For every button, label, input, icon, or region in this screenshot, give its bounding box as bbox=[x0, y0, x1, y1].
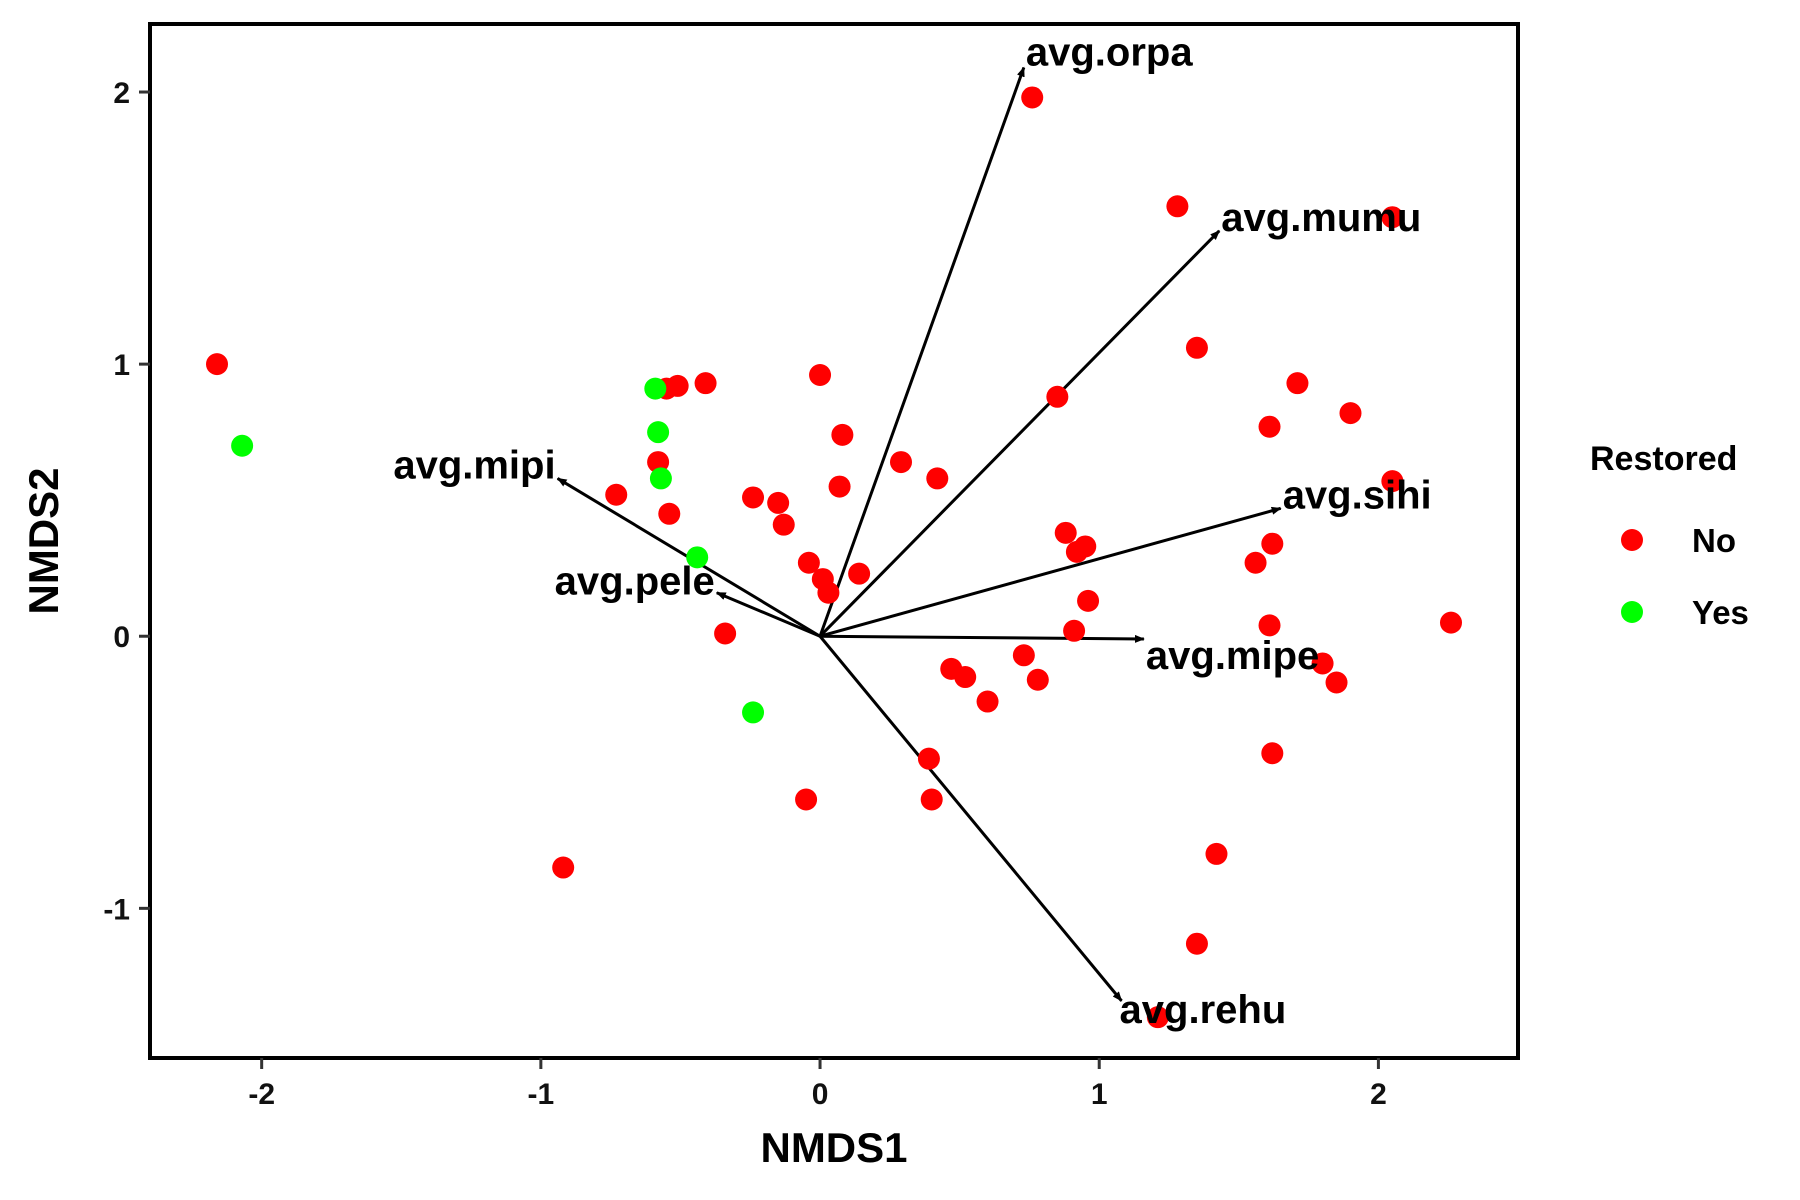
data-point-yes bbox=[644, 377, 667, 400]
data-point-no bbox=[1054, 521, 1077, 544]
data-point-no bbox=[1339, 402, 1362, 425]
x-tick-label: -2 bbox=[248, 1078, 275, 1111]
data-point-no bbox=[1381, 470, 1404, 493]
x-axis: -2 -1 0 1 2 bbox=[248, 1058, 1387, 1111]
data-point-yes bbox=[686, 546, 709, 569]
legend-label: No bbox=[1692, 522, 1736, 559]
data-point-no bbox=[694, 372, 717, 395]
vector-arrow bbox=[818, 66, 1026, 637]
data-point-no bbox=[1063, 619, 1086, 642]
data-point-no bbox=[917, 747, 940, 770]
data-point-yes bbox=[649, 467, 672, 490]
data-point-no bbox=[954, 666, 977, 689]
data-point-no bbox=[1381, 206, 1404, 229]
data-point-no bbox=[1146, 1006, 1169, 1029]
data-point-no bbox=[666, 374, 689, 397]
data-point-no bbox=[848, 562, 871, 585]
data-point-yes bbox=[231, 434, 254, 457]
legend-label: Yes bbox=[1692, 594, 1749, 631]
data-point-no bbox=[1185, 336, 1208, 359]
data-point-no bbox=[890, 451, 913, 474]
x-tick-label: -1 bbox=[528, 1078, 555, 1111]
vector-layer bbox=[556, 66, 1282, 1002]
data-point-no bbox=[605, 483, 628, 506]
data-point-no bbox=[1046, 385, 1069, 408]
y-tick-label: 2 bbox=[113, 77, 130, 110]
vector-arrow bbox=[820, 634, 1145, 643]
data-point-no bbox=[1439, 611, 1462, 634]
data-point-no bbox=[1166, 195, 1189, 218]
data-point-no bbox=[1261, 532, 1284, 555]
data-point-no bbox=[817, 581, 840, 604]
y-tick-label: 0 bbox=[113, 621, 130, 654]
vector-label: avg.mipi bbox=[393, 443, 555, 487]
points-layer bbox=[206, 86, 1462, 1029]
y-axis-title: NMDS2 bbox=[20, 467, 67, 614]
legend-title: Restored bbox=[1590, 440, 1737, 478]
vector-arrow bbox=[818, 229, 1221, 638]
data-point-no bbox=[828, 475, 851, 498]
legend-key bbox=[1621, 601, 1643, 623]
data-point-no bbox=[831, 423, 854, 446]
plot-panel bbox=[148, 22, 1520, 1060]
vector-label: avg.mumu bbox=[1221, 196, 1421, 240]
data-point-no bbox=[206, 353, 229, 376]
vector-label: avg.pele bbox=[555, 560, 715, 604]
data-point-yes bbox=[647, 421, 670, 444]
data-point-no bbox=[1026, 668, 1049, 691]
x-tick-label: 1 bbox=[1091, 1078, 1108, 1111]
data-point-no bbox=[797, 551, 820, 574]
data-point-no bbox=[809, 364, 832, 387]
vector-label-layer: avg.orpa avg.mumu avg.sihi avg.mipe avg.rehu… bbox=[393, 31, 1431, 1032]
data-point-no bbox=[1021, 86, 1044, 109]
data-point-no bbox=[1258, 614, 1281, 637]
data-point-no bbox=[795, 788, 818, 811]
vector-label: avg.rehu bbox=[1120, 988, 1287, 1032]
data-point-no bbox=[920, 788, 943, 811]
data-point-no bbox=[1286, 372, 1309, 395]
legend-key bbox=[1621, 529, 1643, 551]
data-point-no bbox=[1261, 742, 1284, 765]
y-axis: -1 0 1 2 bbox=[103, 77, 150, 926]
vector-label: avg.mipe bbox=[1146, 634, 1319, 678]
data-point-no bbox=[1012, 644, 1035, 667]
data-point-no bbox=[926, 467, 949, 490]
data-point-no bbox=[1077, 589, 1100, 612]
data-point-no bbox=[1258, 415, 1281, 438]
data-point-no bbox=[1244, 551, 1267, 574]
data-point-no bbox=[976, 690, 999, 713]
data-point-no bbox=[1185, 932, 1208, 955]
data-point-no bbox=[714, 622, 737, 645]
data-point-no bbox=[1325, 671, 1348, 694]
data-point-yes bbox=[742, 701, 765, 724]
vector-arrow bbox=[819, 506, 1282, 638]
data-point-no bbox=[1311, 652, 1334, 675]
x-axis-title: NMDS1 bbox=[760, 1124, 907, 1171]
vector-label: avg.orpa bbox=[1026, 31, 1193, 75]
y-tick-label: -1 bbox=[103, 893, 130, 926]
vector-label: avg.sihi bbox=[1283, 473, 1432, 517]
data-point-no bbox=[1074, 535, 1097, 558]
x-tick-label: 0 bbox=[812, 1078, 829, 1111]
vector-arrow bbox=[818, 635, 1123, 1002]
data-point-no bbox=[647, 451, 670, 474]
data-point-no bbox=[658, 502, 681, 525]
data-point-no bbox=[772, 513, 795, 536]
x-tick-label: 2 bbox=[1370, 1078, 1387, 1111]
data-point-no bbox=[767, 491, 790, 514]
data-point-no bbox=[552, 856, 575, 879]
y-tick-label: 1 bbox=[113, 349, 130, 382]
data-point-no bbox=[1205, 842, 1228, 865]
data-point-no bbox=[742, 486, 765, 509]
vector-arrow bbox=[715, 591, 821, 638]
legend: Restored No Yes bbox=[1590, 440, 1749, 631]
